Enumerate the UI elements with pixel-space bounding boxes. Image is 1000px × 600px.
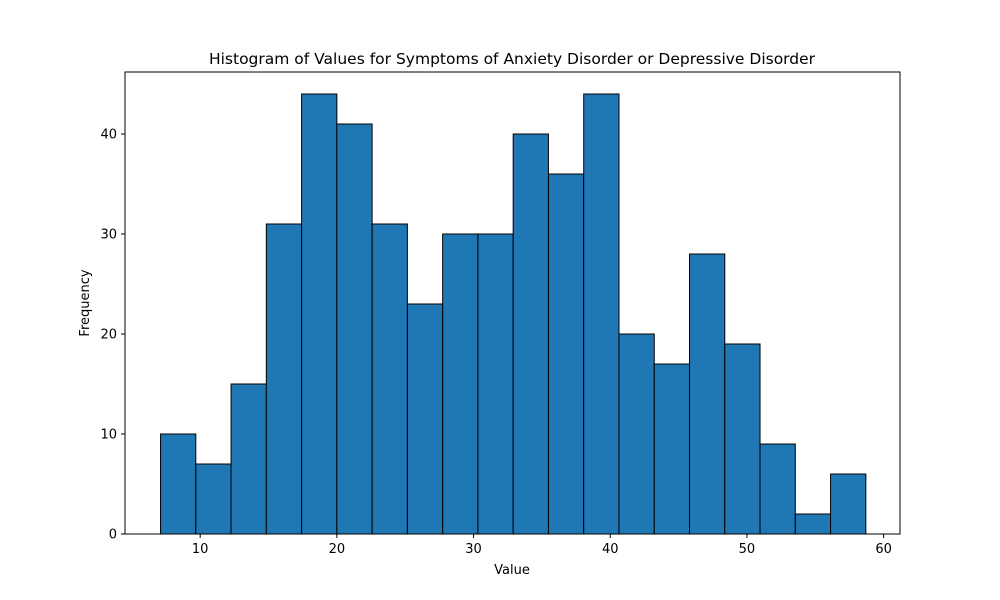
histogram-bar [230, 383, 267, 535]
histogram-bar [794, 513, 832, 535]
y-tick-label: 40 [100, 128, 117, 143]
histogram-bar [618, 333, 655, 535]
chart-title: Histogram of Values for Symptoms of Anxi… [209, 50, 816, 68]
histogram-bar [195, 463, 232, 535]
histogram-bar [689, 253, 726, 535]
y-tick-label: 20 [100, 328, 117, 343]
histogram-bar [371, 223, 408, 535]
histogram-bar [406, 303, 444, 535]
x-tick-label: 20 [329, 542, 346, 557]
histogram-bar [336, 123, 373, 535]
histogram-bar [160, 433, 197, 535]
histogram-bar [830, 473, 867, 535]
x-tick-label: 60 [875, 542, 892, 557]
histogram-bar [442, 233, 479, 535]
histogram-bar [301, 93, 338, 535]
y-axis-ticks: 0 10 20 30 40 [100, 128, 125, 543]
histogram-bar [512, 133, 549, 535]
x-tick-label: 30 [465, 542, 482, 557]
x-axis-label: Value [494, 563, 530, 578]
histogram-bar [265, 223, 303, 535]
x-tick-label: 50 [739, 542, 756, 557]
bars-group [160, 93, 867, 535]
histogram-bar [759, 443, 796, 535]
y-tick-label: 10 [100, 428, 117, 443]
x-tick-label: 10 [192, 542, 209, 557]
plot-frame [124, 71, 901, 535]
histogram-bar [653, 363, 691, 535]
histogram-bar [547, 173, 585, 535]
histogram-bar [477, 233, 514, 535]
y-tick-label: 30 [100, 228, 117, 243]
y-tick-label: 0 [109, 528, 117, 543]
x-tick-label: 40 [602, 542, 619, 557]
x-axis-ticks: 10 20 30 40 50 60 [192, 534, 892, 557]
histogram-bar [724, 343, 761, 535]
histogram-bar [583, 93, 620, 535]
y-axis-label: Frequency [78, 269, 93, 336]
